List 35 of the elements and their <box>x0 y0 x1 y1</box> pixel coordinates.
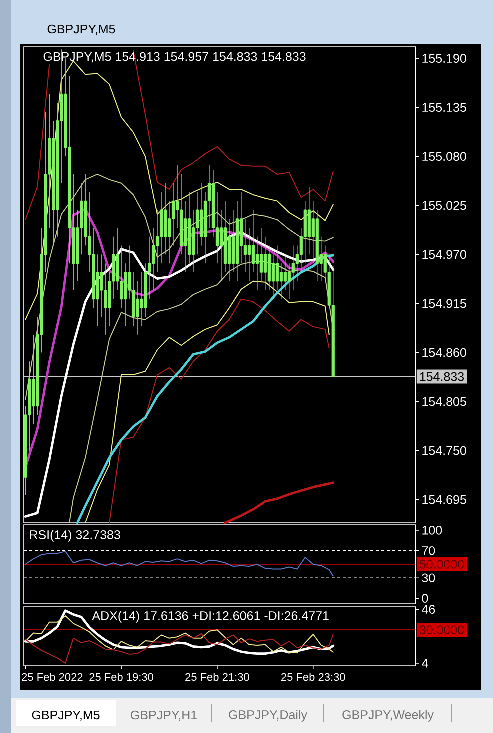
y-tick-label: 155.190 <box>422 54 466 64</box>
line-series <box>25 551 334 577</box>
y-tick-label: 154.750 <box>422 446 466 456</box>
y-tick-label: 154.915 <box>422 299 466 308</box>
text: GBPJPY,M5 <box>32 710 100 722</box>
x-tick-label: 25 Feb 19:30 <box>90 673 154 682</box>
y-tick-label: 0 <box>422 594 428 603</box>
chart-title: RSI(14) 32.7383 <box>30 530 120 542</box>
ref-line-label: 30.0000 <box>420 626 464 635</box>
text: 25 Feb 2022 <box>22 673 83 682</box>
line-series <box>224 482 335 524</box>
x-tick-label: 25 Feb 21:30 <box>186 673 250 682</box>
chart-title: ADX(14) 17.6136 +DI:12.6061 -DI:26.4771 <box>92 611 329 623</box>
y-tick-label: 154.970 <box>422 250 466 260</box>
y-tick-label: 46 <box>422 605 436 614</box>
y-tick-label: 155.135 <box>422 103 466 112</box>
text: GBPJPY,Daily <box>229 710 308 722</box>
text: GBPJPY,Weekly <box>342 710 434 722</box>
y-tick-label: 154.805 <box>422 397 466 406</box>
y-tick-label: 30 <box>422 574 436 583</box>
y-tick-label: 70 <box>422 546 436 556</box>
y-tick-label: 4 <box>422 659 428 668</box>
text: GBPJPY,H1 <box>131 710 197 722</box>
text: GBPJPY,M5 <box>48 24 116 36</box>
line-series <box>25 174 334 400</box>
y-tick-label: 100 <box>422 526 442 535</box>
ref-line-label: 50.0000 <box>420 560 464 569</box>
line-series <box>109 298 330 524</box>
line-series <box>24 208 335 469</box>
ref-line-label: 154.833 <box>420 372 464 382</box>
y-tick-label: 154.860 <box>422 348 466 358</box>
y-tick-label: 155.080 <box>422 152 466 162</box>
y-tick-label: 155.025 <box>422 201 466 210</box>
x-tick-label: 25 Feb 23:30 <box>282 673 346 682</box>
y-tick-label: 154.695 <box>422 495 466 504</box>
